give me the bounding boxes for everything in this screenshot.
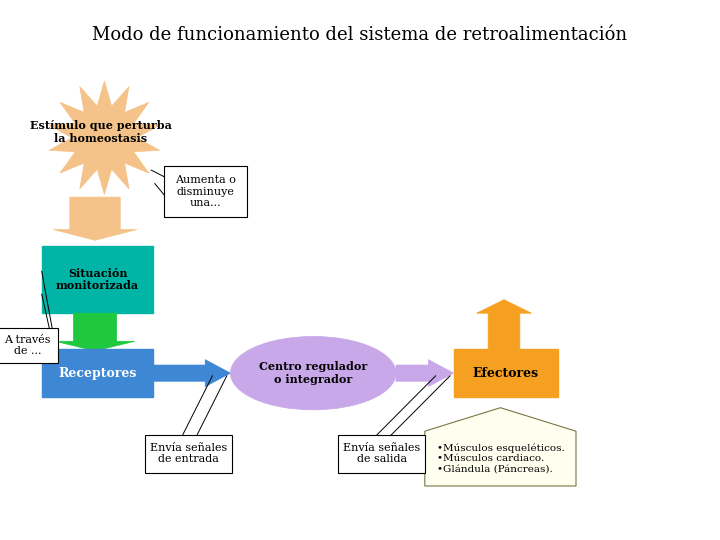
Polygon shape — [55, 313, 135, 351]
Polygon shape — [53, 197, 137, 240]
Text: Situación
monitorizada: Situación monitorizada — [56, 267, 139, 292]
Text: Modo de funcionamiento del sistema de retroalimentación: Modo de funcionamiento del sistema de re… — [92, 26, 628, 44]
FancyBboxPatch shape — [338, 435, 425, 472]
FancyBboxPatch shape — [163, 166, 246, 217]
Polygon shape — [396, 360, 454, 387]
Text: •Músculos esqueléticos.
•Músculos cardiaco.
•Glándula (Páncreas).: •Músculos esqueléticos. •Músculos cardia… — [436, 443, 564, 474]
Text: Envía señales
de entrada: Envía señales de entrada — [150, 443, 228, 464]
Polygon shape — [153, 360, 230, 387]
Text: Envía señales
de salida: Envía señales de salida — [343, 443, 420, 464]
FancyBboxPatch shape — [42, 349, 153, 397]
Text: A través
de ...: A través de ... — [4, 335, 50, 356]
FancyBboxPatch shape — [42, 246, 153, 313]
Polygon shape — [425, 408, 576, 486]
Polygon shape — [49, 81, 160, 194]
Polygon shape — [477, 300, 531, 349]
Ellipse shape — [230, 336, 396, 410]
Text: Centro regulador
o integrador: Centro regulador o integrador — [259, 361, 367, 385]
Text: Aumenta o
disminuye
una...: Aumenta o disminuye una... — [175, 175, 235, 208]
FancyBboxPatch shape — [454, 349, 558, 397]
FancyBboxPatch shape — [0, 328, 58, 363]
Text: Efectores: Efectores — [473, 367, 539, 380]
Text: Receptores: Receptores — [58, 367, 137, 380]
Text: Estímulo que perturba
la homeostasis: Estímulo que perturba la homeostasis — [30, 120, 172, 144]
FancyBboxPatch shape — [145, 435, 232, 472]
